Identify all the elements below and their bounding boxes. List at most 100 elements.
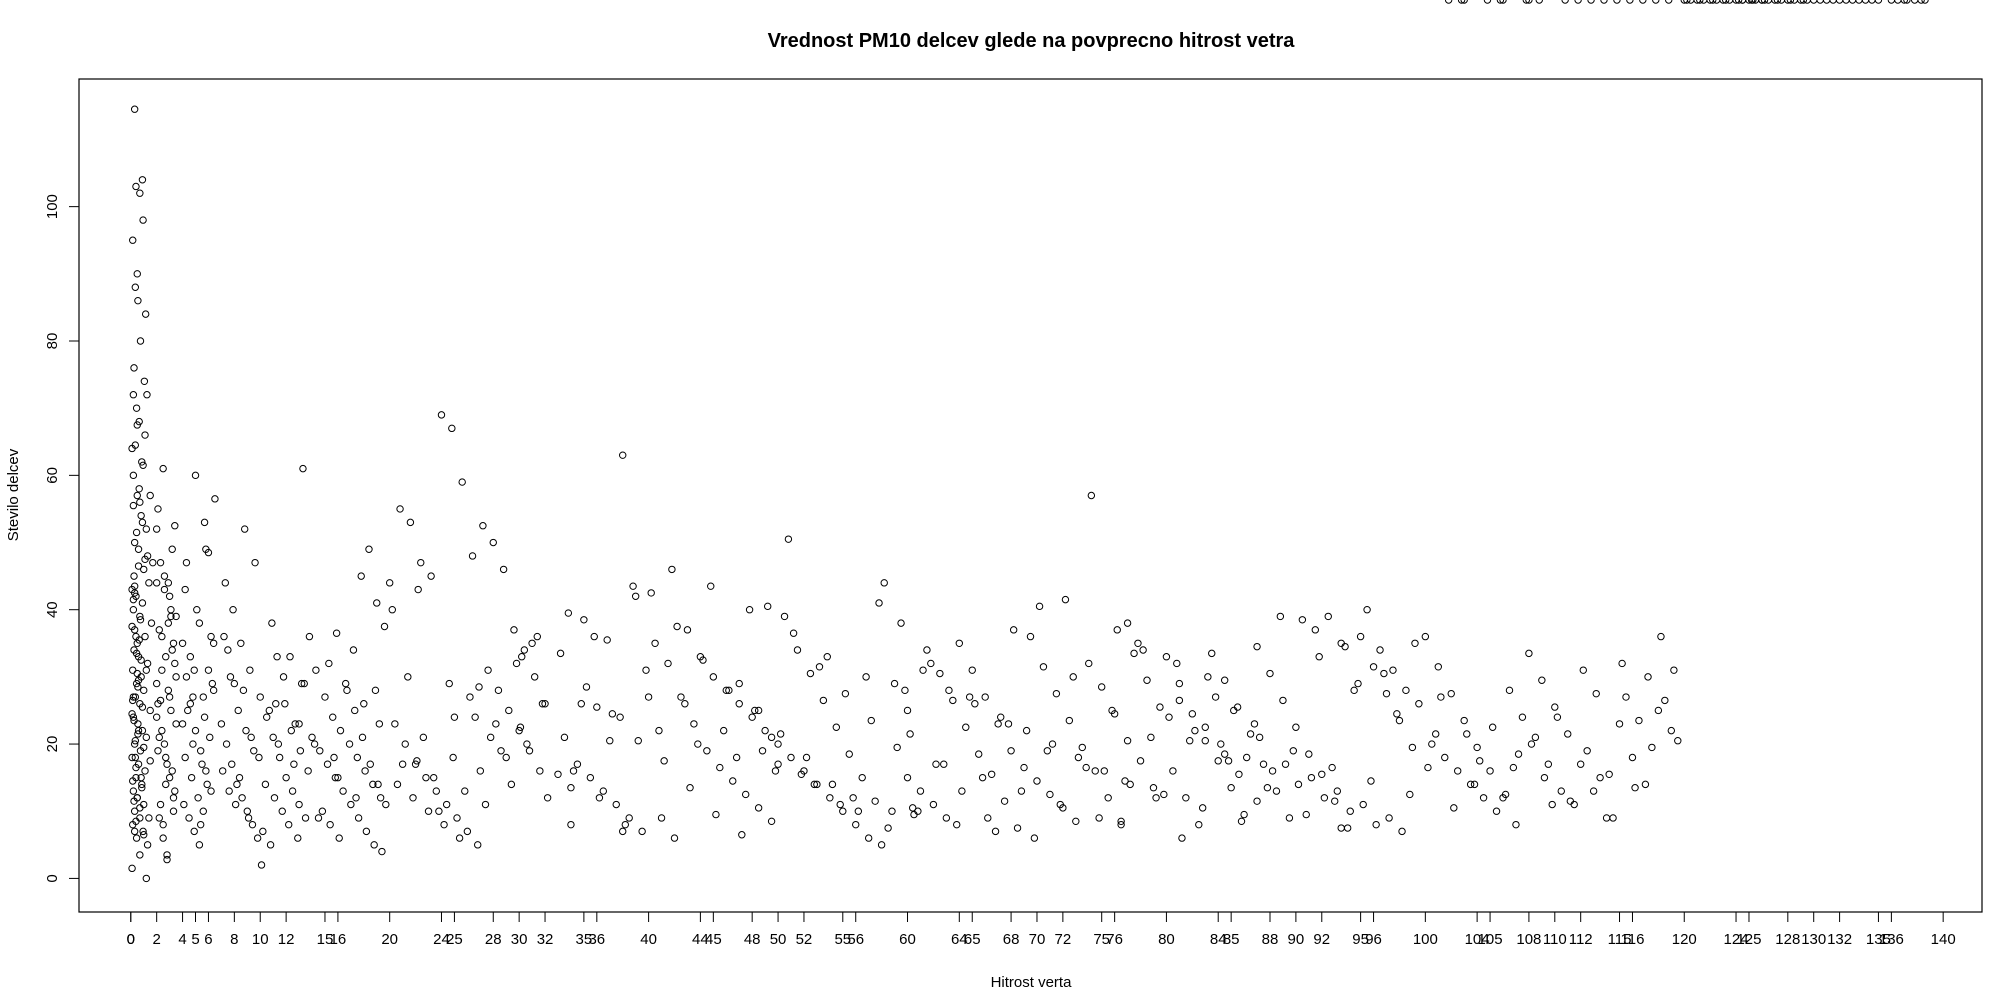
x-tick-label: 28	[485, 931, 502, 948]
data-point	[1104, 794, 1112, 802]
data-point	[163, 760, 171, 768]
data-point	[1372, 820, 1380, 829]
x-tick-label: 140	[1931, 931, 1956, 948]
data-point	[1098, 683, 1106, 691]
data-point	[369, 780, 377, 789]
x-tick-label: 70	[1029, 931, 1046, 948]
data-point	[1048, 740, 1057, 748]
data-point	[211, 495, 219, 503]
data-point	[767, 817, 776, 826]
data-point	[677, 693, 685, 701]
data-point	[1639, 0, 1647, 4]
data-point	[268, 619, 276, 627]
data-point	[1749, 0, 1757, 4]
data-point	[167, 606, 175, 614]
data-point	[169, 807, 178, 815]
data-point	[207, 787, 215, 795]
data-point	[132, 834, 141, 842]
data-point	[901, 686, 909, 695]
data-point	[1903, 0, 1911, 4]
data-point	[158, 666, 166, 674]
data-point	[606, 736, 614, 745]
data-point	[1894, 0, 1902, 4]
data-point	[238, 794, 246, 802]
data-point	[131, 736, 140, 745]
data-point	[774, 740, 782, 748]
points-layer	[128, 0, 1929, 883]
data-point	[567, 784, 575, 792]
data-point	[332, 629, 341, 637]
data-point	[1576, 760, 1585, 768]
data-point	[1712, 0, 1721, 4]
data-point	[1777, 0, 1786, 4]
data-point	[1406, 790, 1414, 799]
data-point	[139, 216, 147, 224]
data-point	[190, 827, 198, 836]
x-tick-label: 75	[1093, 931, 1110, 948]
data-point	[1350, 686, 1358, 695]
data-point	[1087, 491, 1096, 500]
data-point	[195, 619, 204, 627]
data-point	[406, 518, 415, 527]
data-point	[195, 841, 204, 849]
data-point	[417, 558, 425, 567]
data-point	[505, 706, 513, 715]
data-point	[1182, 794, 1190, 802]
data-point	[133, 491, 141, 500]
data-point	[199, 693, 207, 701]
data-point	[1810, 0, 1818, 4]
data-point	[1544, 760, 1553, 768]
data-point	[523, 740, 531, 748]
x-tick-label: 24	[433, 931, 450, 948]
data-point	[1268, 767, 1277, 775]
data-point	[1017, 787, 1026, 795]
data-point	[1123, 736, 1132, 745]
data-point	[132, 404, 141, 412]
data-point	[159, 820, 167, 829]
data-point	[1191, 726, 1199, 735]
data-point	[130, 538, 139, 547]
data-point	[134, 545, 143, 553]
data-point	[1674, 736, 1682, 745]
data-point	[1220, 676, 1229, 684]
data-point	[1085, 659, 1093, 668]
data-point	[758, 747, 767, 755]
data-point	[516, 723, 525, 731]
data-point	[1721, 0, 1730, 4]
data-point	[1165, 713, 1173, 721]
data-point	[712, 810, 720, 819]
data-point	[172, 673, 180, 681]
data-point	[129, 693, 138, 701]
data-point	[378, 847, 386, 856]
data-point	[1816, 0, 1824, 4]
x-tick-label: 64	[951, 931, 968, 948]
data-point	[353, 753, 362, 762]
data-point	[1227, 784, 1235, 792]
data-point	[191, 471, 200, 480]
data-point	[1039, 663, 1048, 671]
data-point	[282, 773, 290, 782]
data-point	[165, 693, 174, 701]
data-point	[202, 767, 210, 775]
data-point	[159, 464, 167, 473]
data-point	[955, 639, 963, 647]
data-point	[1466, 780, 1475, 789]
data-point	[1113, 626, 1121, 634]
data-point	[143, 391, 151, 399]
data-point	[1026, 632, 1035, 641]
x-tick-label: 112	[1569, 931, 1593, 948]
data-point	[141, 310, 150, 318]
data-point	[530, 673, 539, 681]
data-point	[1921, 0, 1929, 4]
data-point	[940, 760, 948, 768]
data-point	[619, 827, 627, 836]
data-point	[1803, 0, 1811, 4]
x-tick-label: 124	[1724, 931, 1749, 948]
data-point	[1337, 639, 1345, 647]
data-point	[1527, 740, 1536, 748]
data-point	[1719, 0, 1727, 4]
data-point	[235, 773, 244, 782]
data-point	[965, 693, 974, 701]
data-point	[494, 686, 503, 695]
data-point	[164, 686, 173, 695]
